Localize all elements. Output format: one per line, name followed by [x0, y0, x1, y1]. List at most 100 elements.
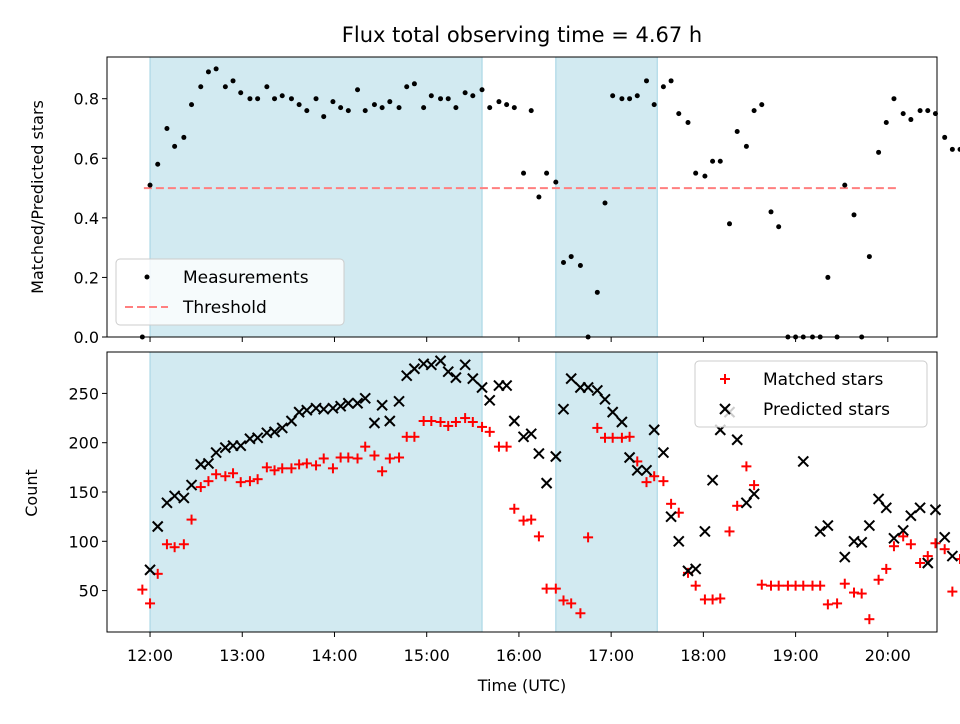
matched-star-point: [169, 542, 180, 553]
matched-star-point: [566, 598, 577, 609]
predicted-star-point: [606, 406, 619, 418]
matched-star-point: [922, 551, 933, 562]
measurement-point: [487, 105, 493, 111]
matched-star-point: [261, 462, 272, 473]
matched-star-point: [384, 453, 395, 464]
measurement-point: [925, 108, 931, 114]
predicted-star-mark: [195, 458, 207, 471]
predicted-star-mark: [393, 395, 405, 408]
measurement-point: [568, 254, 574, 260]
predicted-star-mark: [185, 479, 198, 491]
measurement-point: [891, 96, 897, 102]
predicted-star-point: [450, 371, 462, 384]
predicted-star-mark: [210, 446, 222, 459]
measurement-point: [693, 170, 699, 176]
predicted-star-point: [185, 479, 198, 491]
top-y-tick-label: 0.4: [74, 209, 99, 228]
predicted-star-point: [797, 455, 809, 468]
measurement-point: [479, 87, 485, 93]
matched-star-point: [394, 452, 405, 463]
measurement-point: [727, 221, 732, 227]
predicted-star-mark: [748, 488, 760, 500]
predicted-star-mark: [351, 397, 364, 409]
matched-star-point: [450, 417, 461, 427]
matched-star-point: [409, 431, 420, 442]
matched-star-point: [641, 477, 652, 488]
measurement-point: [577, 263, 583, 269]
measurement-point: [734, 128, 740, 134]
predicted-star-mark: [251, 432, 264, 444]
measurement-point: [825, 274, 831, 280]
predicted-star-mark: [929, 504, 942, 516]
predicted-star-point: [822, 519, 834, 532]
predicted-star-mark: [202, 457, 215, 470]
predicted-star-point: [665, 510, 677, 523]
measurement-point: [851, 212, 857, 218]
predicted-star-mark: [946, 550, 959, 562]
matched-star-point: [228, 468, 239, 479]
measurement-point: [189, 102, 195, 108]
measurement-point: [155, 161, 161, 167]
matched-star-point: [690, 580, 701, 591]
predicted-star-mark: [814, 525, 826, 538]
predicted-star-mark: [540, 477, 553, 489]
predicted-star-mark: [384, 415, 396, 427]
predicted-star-mark: [897, 524, 909, 537]
measurement-point: [561, 260, 566, 266]
predicted-star-point: [640, 464, 653, 477]
x-tick-label: 15:00: [404, 646, 450, 665]
top-y-tick-label: 0.0: [74, 328, 99, 347]
matched-star-point: [352, 453, 363, 464]
measurement-point: [387, 99, 393, 105]
measurement-point: [213, 66, 219, 72]
measurement-point: [247, 96, 253, 102]
measurement-point: [470, 93, 476, 99]
predicted-star-mark: [235, 439, 247, 452]
matched-star-point: [715, 593, 726, 604]
matched-star-point: [666, 498, 677, 509]
x-tick-label: 20:00: [865, 646, 911, 665]
predicted-star-point: [648, 424, 660, 436]
measurement-point: [264, 84, 270, 90]
predicted-star-point: [442, 366, 454, 378]
predicted-star-point: [888, 532, 900, 545]
measurement-point: [355, 87, 361, 93]
x-tick-label: 13:00: [219, 646, 265, 665]
measurement-point: [181, 134, 187, 140]
x-tick-label: 14:00: [311, 646, 357, 665]
measurement-point: [313, 96, 319, 102]
predicted-star-mark: [591, 384, 604, 397]
predicted-star-mark: [425, 359, 438, 371]
predicted-star-mark: [706, 474, 719, 486]
matched-star-point: [509, 503, 520, 514]
predicted-star-mark: [797, 455, 809, 468]
predicted-star-point: [384, 415, 396, 427]
measurement-point: [644, 78, 649, 84]
predicted-star-mark: [606, 406, 619, 418]
matched-star-point: [145, 598, 156, 609]
predicted-star-point: [318, 403, 330, 415]
measurement-point: [768, 209, 774, 215]
matched-star-point: [460, 413, 471, 424]
predicted-star-point: [525, 428, 537, 440]
x-axis-label: Time (UTC): [477, 676, 566, 695]
matched-star-point: [832, 598, 843, 609]
predicted-star-mark: [855, 536, 868, 548]
measurement-point: [942, 134, 948, 140]
matched-star-point: [203, 476, 214, 487]
predicted-star-mark: [144, 564, 156, 576]
predicted-star-point: [276, 422, 288, 434]
matched-star-point: [369, 450, 380, 461]
measurement-point: [511, 105, 517, 111]
predicted-star-point: [152, 520, 164, 533]
predicted-star-point: [476, 381, 488, 394]
matched-star-point: [526, 514, 537, 525]
predicted-star-mark: [640, 464, 653, 477]
legend-threshold-label: Threshold: [182, 298, 267, 318]
predicted-star-mark: [467, 372, 479, 385]
measurement-point: [634, 93, 640, 99]
measurement-point: [957, 146, 960, 152]
predicted-star-point: [376, 399, 388, 411]
predicted-star-point: [210, 446, 222, 459]
predicted-star-mark: [293, 406, 305, 418]
